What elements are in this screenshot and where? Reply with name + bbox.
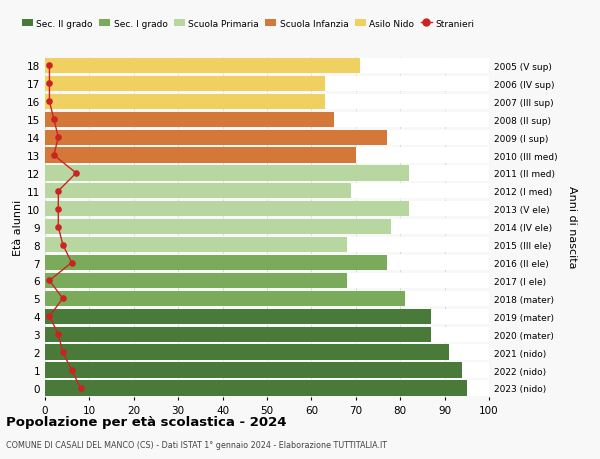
Bar	[45, 184, 489, 199]
Bar	[45, 202, 489, 217]
Bar	[45, 202, 409, 217]
Point	[58, 241, 68, 249]
Point	[44, 98, 54, 106]
Y-axis label: Età alunni: Età alunni	[13, 199, 23, 255]
Bar	[45, 77, 325, 92]
Point	[53, 188, 63, 195]
Point	[49, 152, 59, 159]
Point	[53, 331, 63, 338]
Point	[71, 170, 81, 177]
Bar	[45, 130, 489, 146]
Point	[44, 80, 54, 88]
Bar	[45, 291, 489, 306]
Bar	[45, 291, 404, 306]
Point	[44, 277, 54, 285]
Point	[58, 295, 68, 302]
Point	[58, 349, 68, 356]
Bar	[45, 363, 489, 378]
Bar	[45, 112, 334, 128]
Bar	[45, 309, 431, 324]
Bar	[45, 309, 489, 324]
Point	[53, 134, 63, 141]
Point	[76, 385, 85, 392]
Bar	[45, 327, 431, 342]
Bar	[45, 59, 489, 74]
Point	[44, 62, 54, 70]
Point	[53, 224, 63, 231]
Point	[53, 206, 63, 213]
Bar	[45, 363, 463, 378]
Bar	[45, 273, 489, 288]
Bar	[45, 327, 489, 342]
Bar	[45, 166, 409, 181]
Bar	[45, 148, 489, 163]
Bar	[45, 255, 387, 270]
Point	[44, 313, 54, 320]
Point	[67, 259, 76, 267]
Bar	[45, 59, 360, 74]
Bar	[45, 95, 489, 110]
Bar	[45, 112, 489, 128]
Bar	[45, 237, 347, 252]
Bar	[45, 219, 489, 235]
Bar	[45, 130, 387, 146]
Bar	[45, 166, 489, 181]
Bar	[45, 95, 325, 110]
Text: COMUNE DI CASALI DEL MANCO (CS) - Dati ISTAT 1° gennaio 2024 - Elaborazione TUTT: COMUNE DI CASALI DEL MANCO (CS) - Dati I…	[6, 440, 387, 449]
Bar	[45, 381, 489, 396]
Y-axis label: Anni di nascita: Anni di nascita	[567, 186, 577, 269]
Point	[49, 116, 59, 123]
Point	[67, 367, 76, 374]
Text: Popolazione per età scolastica - 2024: Popolazione per età scolastica - 2024	[6, 415, 287, 428]
Legend: Sec. II grado, Sec. I grado, Scuola Primaria, Scuola Infanzia, Asilo Nido, Stran: Sec. II grado, Sec. I grado, Scuola Prim…	[19, 16, 478, 32]
Bar	[45, 255, 489, 270]
Bar	[45, 345, 449, 360]
Bar	[45, 148, 356, 163]
Bar	[45, 184, 352, 199]
Bar	[45, 381, 467, 396]
Bar	[45, 345, 489, 360]
Bar	[45, 273, 347, 288]
Bar	[45, 219, 391, 235]
Bar	[45, 237, 489, 252]
Bar	[45, 77, 489, 92]
